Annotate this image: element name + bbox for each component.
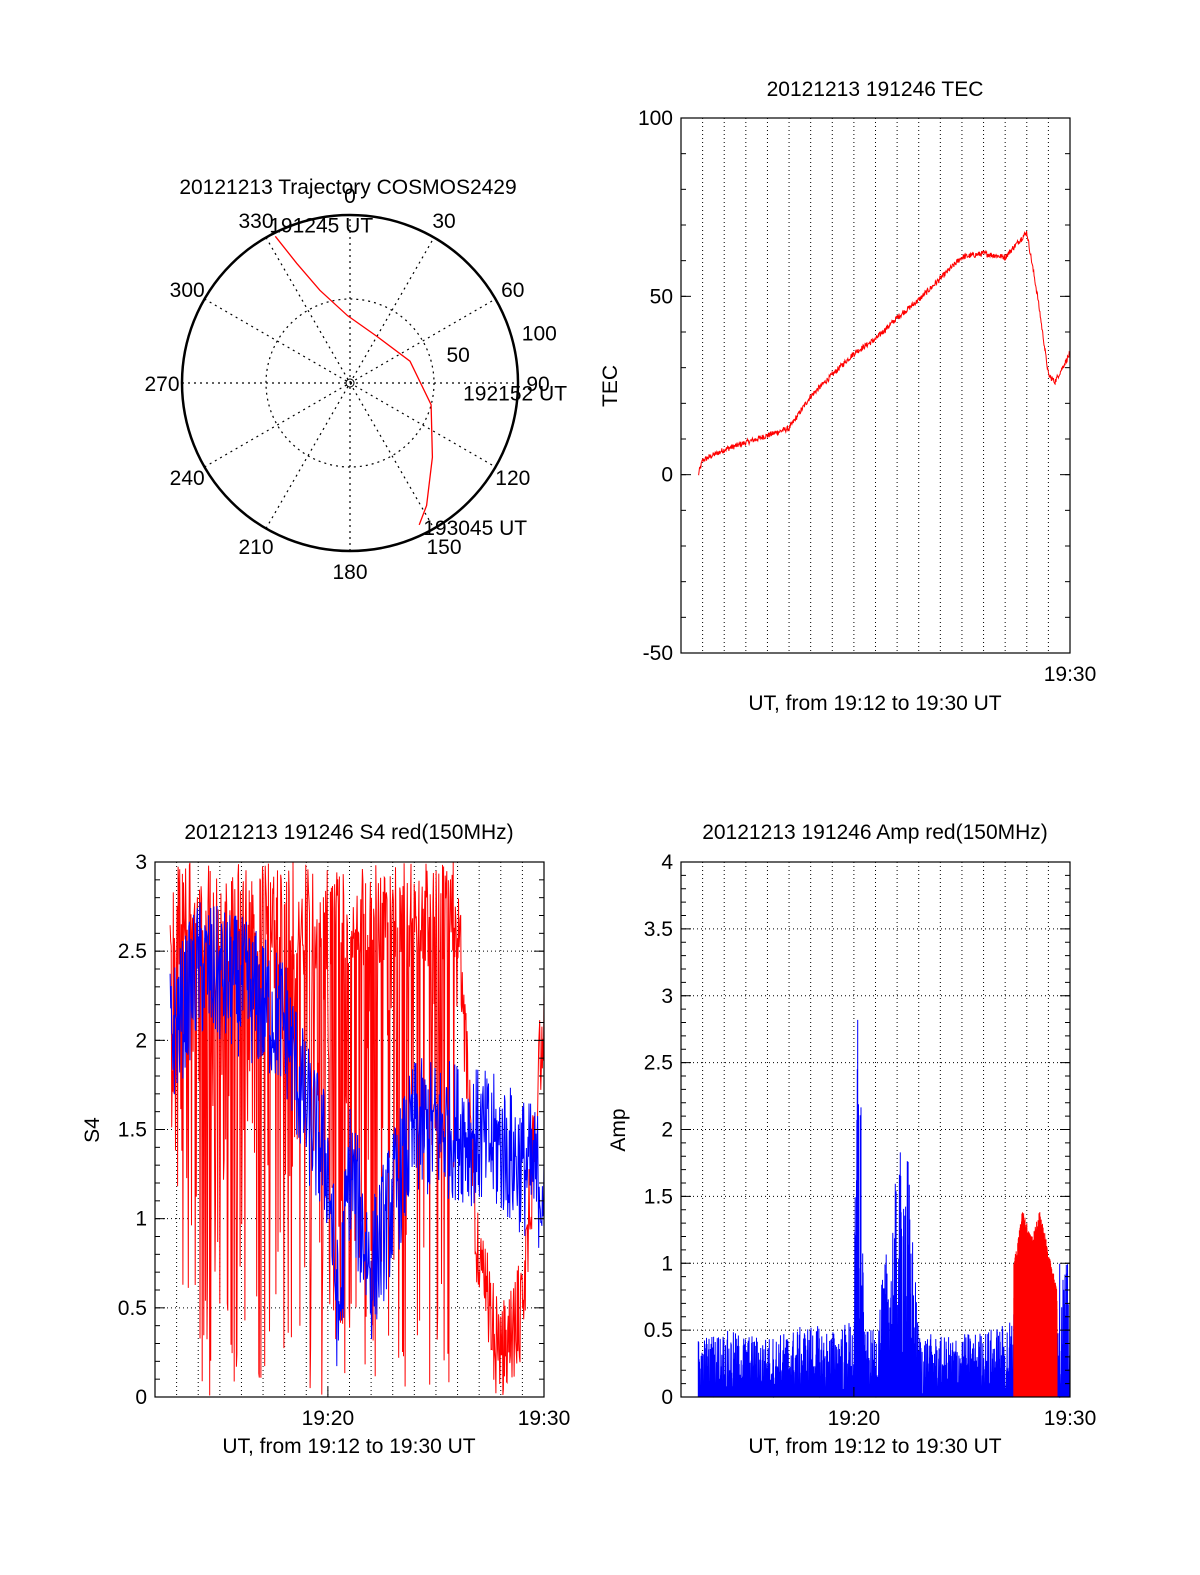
amp-plot-area: 0 0.5 1 1.5 2 2.5 3 3.5 4 19:20 19:30 bbox=[644, 851, 1096, 1430]
radial-label-100: 100 bbox=[522, 322, 557, 345]
trajectory-polar-chart: 20121213 Trajectory COSMOS2429 0 30 60 90 12… bbox=[144, 176, 567, 584]
tec-plot-ytick-label-3: 100 bbox=[638, 107, 673, 130]
s4-plot-ytick-label-6: 3 bbox=[135, 851, 147, 874]
azimuth-label-120: 120 bbox=[495, 467, 530, 490]
amp-plot-ytick-label-1: 0.5 bbox=[644, 1319, 673, 1342]
amp-ylabel: Amp bbox=[607, 1108, 630, 1151]
tec-plot-ytick-label-2: 50 bbox=[650, 285, 673, 308]
s4-plot-ytick-label-1: 0.5 bbox=[118, 1297, 147, 1320]
polar-grid bbox=[180, 213, 520, 553]
s4-plot-series-1 bbox=[169, 902, 545, 1367]
polar-spoke-150 bbox=[265, 237, 435, 529]
tec-plot-xtick-label-0: 19:30 bbox=[1044, 663, 1097, 686]
azimuth-label-150: 150 bbox=[426, 536, 461, 559]
tec-plot-ytick-label-1: 0 bbox=[661, 464, 673, 487]
s4-plot-xtick-label-1: 19:30 bbox=[518, 1407, 571, 1430]
amp-plot-series-0 bbox=[697, 1019, 1071, 1399]
s4-plot-ytick-label-2: 1 bbox=[135, 1208, 147, 1231]
amp-plot-ytick-label-7: 3.5 bbox=[644, 918, 673, 941]
s4-chart: 20121213 191246 S4 red(150MHz) UT, from … bbox=[81, 821, 570, 1458]
amp-chart: 20121213 191246 Amp red(150MHz) UT, from… bbox=[607, 821, 1096, 1458]
amp-plot-ytick-label-2: 1 bbox=[661, 1252, 673, 1275]
s4-plot-ytick-label-0: 0 bbox=[135, 1386, 147, 1409]
polar-labels: 0 30 60 90 120 150 180 210 240 270 300 330 50 100 1912… bbox=[144, 185, 567, 584]
azimuth-label-180: 180 bbox=[332, 561, 367, 584]
trajectory-annotation-1: 192152 UT bbox=[463, 383, 567, 406]
azimuth-label-90: 90 bbox=[526, 373, 549, 396]
amp-plot-ytick-label-8: 4 bbox=[661, 851, 673, 874]
trajectory-track bbox=[274, 235, 434, 526]
amp-plot-xtick-label-1: 19:30 bbox=[1044, 1407, 1097, 1430]
azimuth-label-330: 330 bbox=[238, 210, 273, 233]
s4-title: 20121213 191246 S4 red(150MHz) bbox=[184, 821, 513, 844]
amp-plot-xtick-label-0: 19:20 bbox=[828, 1407, 881, 1430]
tec-ylabel: TEC bbox=[599, 365, 622, 407]
s4-ylabel: S4 bbox=[81, 1117, 104, 1143]
amp-plot-ytick-label-6: 3 bbox=[661, 985, 673, 1008]
s4-plot-ytick-label-5: 2.5 bbox=[118, 940, 147, 963]
amp-plot-ytick-label-0: 0 bbox=[661, 1386, 673, 1409]
amp-xlabel: UT, from 19:12 to 19:30 UT bbox=[748, 1435, 1001, 1458]
tec-plot-series-0 bbox=[697, 230, 1071, 476]
trajectory-annotation-0: 191245 UT bbox=[269, 214, 373, 237]
radial-label-50: 50 bbox=[447, 344, 470, 367]
s4-plot-area: 0 0.5 1 1.5 2 2.5 3 19:20 19:30 bbox=[118, 851, 570, 1430]
azimuth-label-30: 30 bbox=[432, 210, 455, 233]
tec-plot-area: -50 0 50 100 19:30 bbox=[638, 107, 1096, 686]
trajectory-title: 20121213 Trajectory COSMOS2429 bbox=[179, 176, 516, 199]
tec-plot-ytick-label-0: -50 bbox=[643, 642, 673, 665]
tec-chart: 20121213 191246 TEC UT, from 19:12 to 19… bbox=[599, 78, 1096, 715]
tec-title: 20121213 191246 TEC bbox=[767, 78, 984, 101]
s4-plot-ytick-label-3: 1.5 bbox=[118, 1119, 147, 1142]
amp-plot-series-1 bbox=[1013, 1212, 1058, 1398]
tec-xlabel: UT, from 19:12 to 19:30 UT bbox=[748, 692, 1001, 715]
amp-title: 20121213 191246 Amp red(150MHz) bbox=[702, 821, 1048, 844]
azimuth-label-240: 240 bbox=[170, 467, 205, 490]
amp-plot-ytick-label-5: 2.5 bbox=[644, 1052, 673, 1075]
s4-plot-series-0 bbox=[169, 862, 545, 1396]
azimuth-label-300: 300 bbox=[170, 279, 205, 302]
trajectory-line bbox=[274, 235, 434, 526]
azimuth-label-270: 270 bbox=[144, 373, 179, 396]
s4-plot-ytick-label-4: 2 bbox=[135, 1029, 147, 1052]
amp-plot-ytick-label-4: 2 bbox=[661, 1119, 673, 1142]
trajectory-annotation-2: 193045 UT bbox=[423, 517, 527, 540]
azimuth-label-210: 210 bbox=[238, 536, 273, 559]
amp-plot-ytick-label-3: 1.5 bbox=[644, 1185, 673, 1208]
s4-xlabel: UT, from 19:12 to 19:30 UT bbox=[222, 1435, 475, 1458]
azimuth-label-60: 60 bbox=[501, 279, 524, 302]
azimuth-label-0: 0 bbox=[344, 185, 356, 208]
s4-plot-xtick-label-0: 19:20 bbox=[302, 1407, 355, 1430]
tec-plot-frame bbox=[680, 117, 1071, 654]
